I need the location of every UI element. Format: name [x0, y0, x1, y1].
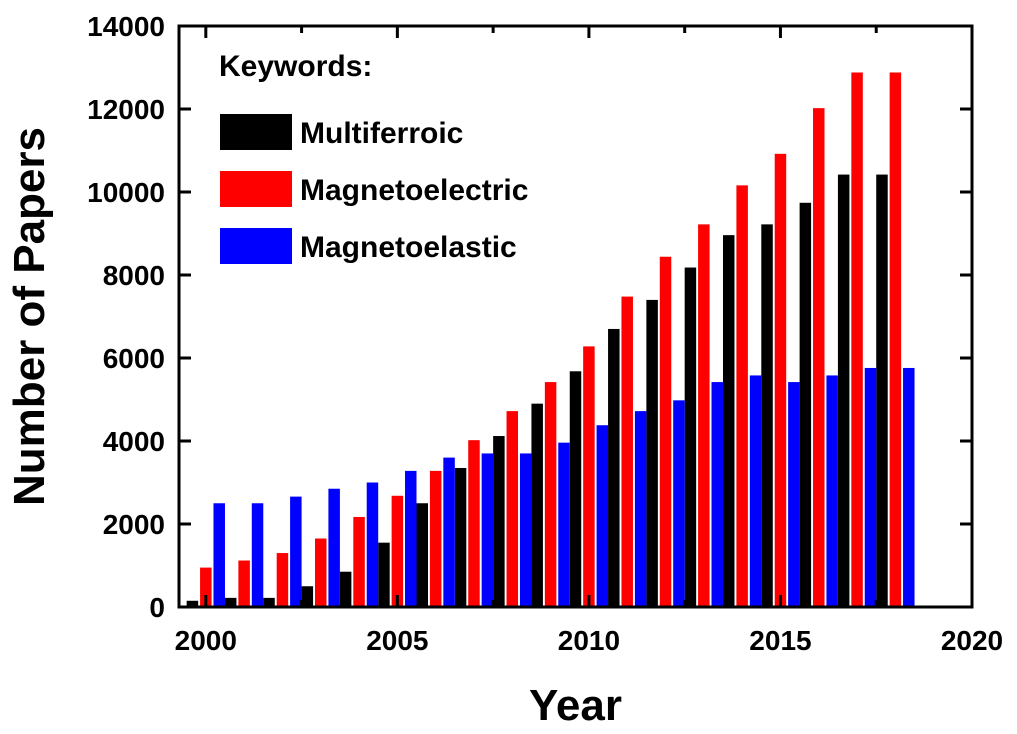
legend-swatch-magnetoelastic [220, 228, 292, 264]
bar-multiferroic-2015 [761, 224, 773, 607]
bar-magnetoelastic-2010 [596, 425, 609, 607]
bar-magnetoelastic-2006 [443, 457, 455, 607]
legend-label-magnetoelastic: Magnetoelastic [300, 231, 517, 264]
bar-magnetoelectric-2007 [468, 440, 480, 607]
bar-magnetoelectric-2011 [621, 296, 633, 607]
bar-magnetoelectric-2000 [200, 567, 212, 607]
bar-magnetoelastic-2008 [519, 453, 532, 607]
bars-group [186, 72, 915, 608]
y-tick-label: 14000 [87, 11, 165, 42]
bar-multiferroic-2017 [837, 174, 850, 607]
y-tick-label: 12000 [87, 94, 165, 125]
bar-multiferroic-2002 [263, 597, 275, 607]
y-tick-label: 2000 [103, 509, 165, 540]
y-tick-label: 0 [149, 592, 165, 623]
bar-multiferroic-2001 [224, 597, 237, 607]
bar-magnetoelectric-2009 [544, 382, 557, 607]
bar-magnetoelectric-2013 [698, 224, 710, 607]
bar-multiferroic-2008 [493, 436, 505, 607]
bar-magnetoelectric-2016 [813, 108, 825, 608]
bar-multiferroic-2007 [454, 467, 467, 607]
bar-multiferroic-2018 [876, 174, 888, 607]
y-tick-label: 4000 [103, 426, 165, 457]
bar-multiferroic-2000 [186, 600, 199, 607]
bar-magnetoelastic-2001 [251, 503, 264, 607]
bar-magnetoelastic-2009 [558, 442, 570, 607]
bar-magnetoelectric-2015 [774, 153, 787, 607]
x-tick-label: 2005 [366, 625, 428, 656]
bar-magnetoelastic-2013 [711, 382, 723, 607]
x-tick-label: 2010 [558, 625, 620, 656]
bar-magnetoelastic-2015 [788, 382, 800, 607]
bar-magnetoelectric-2018 [889, 72, 902, 608]
bar-multiferroic-2004 [339, 571, 352, 607]
bar-magnetoelectric-2005 [391, 495, 404, 607]
bar-multiferroic-2012 [646, 299, 658, 607]
bar-magnetoelastic-2002 [290, 496, 302, 607]
legend-title: Keywords: [219, 50, 372, 83]
x-tick-label: 2015 [749, 625, 811, 656]
bar-magnetoelastic-2005 [405, 470, 417, 607]
bar-multiferroic-2011 [608, 328, 620, 607]
legend-swatch-multiferroic [220, 114, 292, 150]
bar-magnetoelectric-2002 [276, 553, 289, 607]
bar-magnetoelastic-2004 [366, 482, 379, 607]
bar-multiferroic-2005 [378, 542, 390, 607]
bar-magnetoelastic-2018 [903, 367, 915, 607]
bar-magnetoelastic-2007 [481, 453, 494, 607]
bar-magnetoelastic-2003 [328, 488, 340, 607]
bar-multiferroic-2010 [569, 371, 582, 607]
x-tick-label: 2020 [941, 625, 1003, 656]
bar-magnetoelastic-2011 [634, 411, 647, 607]
bar-magnetoelectric-2003 [315, 538, 327, 607]
bar-multiferroic-2016 [799, 202, 812, 608]
bar-multiferroic-2009 [531, 403, 543, 607]
legend: Keywords: Multiferroic Magnetoelectric Mag… [219, 50, 528, 264]
bar-magnetoelastic-2014 [749, 375, 762, 607]
legend-label-multiferroic: Multiferroic [300, 117, 463, 150]
x-axis-title: Year [529, 681, 622, 730]
axes-group: 0 2000 4000 6000 8000 10000 12000 14000 2000 2005… [87, 11, 1003, 656]
bar-magnetoelectric-2004 [353, 516, 365, 607]
y-tick-label: 10000 [87, 177, 165, 208]
bar-multiferroic-2013 [684, 267, 697, 607]
x-tick-label: 2000 [175, 625, 237, 656]
bar-magnetoelastic-2012 [673, 400, 685, 607]
bar-multiferroic-2006 [416, 503, 429, 607]
plot-frame [177, 24, 974, 609]
bar-magnetoelectric-2017 [851, 72, 863, 608]
y-tick-label: 6000 [103, 343, 165, 374]
legend-label-magnetoelectric: Magnetoelectric [300, 174, 528, 207]
y-tick-label: 8000 [103, 260, 165, 291]
y-axis-title: Number of Papers [5, 127, 54, 506]
bar-multiferroic-2003 [301, 586, 314, 607]
bar-magnetoelectric-2006 [429, 470, 442, 607]
bar-magnetoelectric-2001 [238, 560, 250, 607]
bar-magnetoelectric-2010 [583, 346, 595, 607]
bar-magnetoelectric-2014 [736, 185, 748, 608]
bar-magnetoelectric-2012 [659, 256, 672, 607]
legend-swatch-magnetoelectric [220, 171, 292, 207]
bar-magnetoelectric-2008 [506, 411, 519, 607]
bar-magnetoelastic-2000 [213, 503, 225, 607]
bar-magnetoelastic-2016 [826, 375, 838, 607]
bar-magnetoelastic-2017 [864, 367, 877, 607]
bar-multiferroic-2014 [722, 235, 735, 607]
